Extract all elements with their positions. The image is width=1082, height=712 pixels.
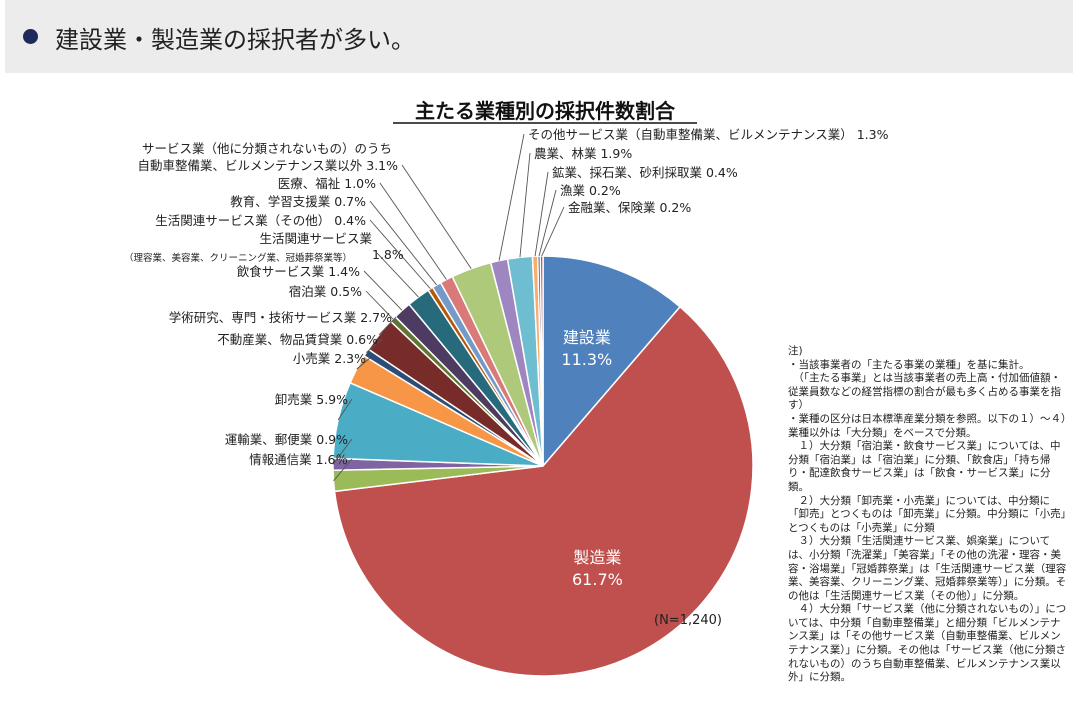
slice-label: 学術研究、専門・技術サービス業 2.7% (169, 310, 392, 325)
chart-title: 主たる業種別の採択件数割合 (415, 99, 676, 123)
leader-line (401, 164, 472, 269)
slice-label: 農業、林業 1.9% (534, 146, 632, 161)
pie-slice (333, 305, 754, 677)
leader-line (337, 398, 353, 421)
slice-label: その他サービス業（自動車整備業、ビルメンテナンス業） 1.3% (528, 127, 889, 142)
leader-line (363, 270, 403, 311)
note-line: ３）大分類「生活関連サービス業、娯楽業」については、小分類「洗濯業」「美容業」「… (788, 535, 1067, 602)
slice-label: 建設業 (563, 328, 611, 347)
slice-label: 不動産業、物品賃貸業 0.6% (217, 332, 378, 347)
header-bar: 建設業・製造業の採択者が多い。 (5, 0, 1073, 73)
slice-label: 漁業 0.2% (560, 183, 621, 198)
note-line: ４）大分類「サービス業（他に分類されないもの）」については、中分類「自動車整備業… (788, 603, 1067, 684)
leader-line (498, 133, 525, 261)
slice-label: 生活関連サービス業 (259, 231, 372, 246)
slice-label: サービス業（他に分類されないもの）のうち (142, 141, 392, 156)
leader-line (538, 189, 557, 257)
notes-panel: 注) ・当該事業者の「主たる事業の業種」を基に集計。 （「主たる事業」とは当該事業… (788, 345, 1070, 685)
leader-line (332, 438, 353, 465)
slice-label: 鉱業、採石業、砂利採取業 0.4% (552, 165, 738, 180)
note-line: ・当該事業者の「主たる事業の業種」を基に集計。 (788, 358, 1030, 371)
pie-slice (539, 255, 544, 467)
slice-label: 金融業、保険業 0.2% (568, 200, 691, 215)
leader-line (369, 200, 437, 286)
slice-label: 情報通信業 1.6％ (249, 452, 348, 467)
header-text: 建設業・製造業の採択者が多い。 (55, 26, 415, 54)
note-line: 注) (788, 345, 803, 357)
slice-label: 生活関連サービス業（その他） 0.4% (155, 213, 366, 228)
slice-label: 11.3% (561, 350, 612, 369)
slice-label: 自動車整備業、ビルメンテナンス業以外 3.1% (138, 158, 399, 173)
pie-slice (542, 255, 682, 469)
leader-line (333, 458, 353, 482)
leader-line (365, 338, 383, 353)
leader-line (378, 316, 397, 336)
leader-line (369, 219, 431, 290)
note-line: ・業種の区分は日本標準産業分類を参照。以下の１）～４）業種以外は「大分類」をベー… (788, 412, 1067, 439)
leader-line (365, 290, 394, 320)
slice-label: 小売業 2.3% (293, 351, 366, 366)
leader-line (519, 152, 531, 258)
note-line: （「主たる事業」とは当該事業者の売上高・付加価値額・従業員数などの経営指標の割合… (788, 372, 1061, 412)
slice-label: 宿泊業 0.5% (289, 284, 362, 299)
note-line: ２）大分類「卸売業・小売業」については、中分類に「卸売」とつくものは「卸売業」に… (788, 494, 1066, 534)
leader-line (541, 206, 565, 257)
slice-label: 医療、福祉 1.0% (278, 176, 376, 191)
bullet-icon (23, 29, 38, 44)
leader-line (379, 182, 447, 280)
slice-label: 1.8% (372, 247, 404, 262)
leader-line (534, 171, 549, 257)
slice-label: 運輸業、郵便業 0.9% (225, 432, 348, 447)
slice-label: （理容業、美容業、クリーニング業、冠婚葬祭業等） (124, 252, 352, 264)
slice-label: 飲食サービス業 1.4% (237, 264, 360, 279)
slice-label: 卸売業 5.9% (275, 392, 348, 407)
note-line: １）大分類「宿泊業・飲食サービス業」については、中分類「宿泊業」は「宿泊業」に分… (788, 440, 1061, 493)
slice-label: 61.7% (572, 570, 623, 589)
slice-label: 教育、学習支援業 0.7% (230, 194, 366, 209)
leader-line (356, 357, 371, 370)
n-label: (N=1,240) (654, 613, 722, 628)
leader-line (376, 252, 419, 298)
slice-label: 製造業 (573, 548, 621, 567)
